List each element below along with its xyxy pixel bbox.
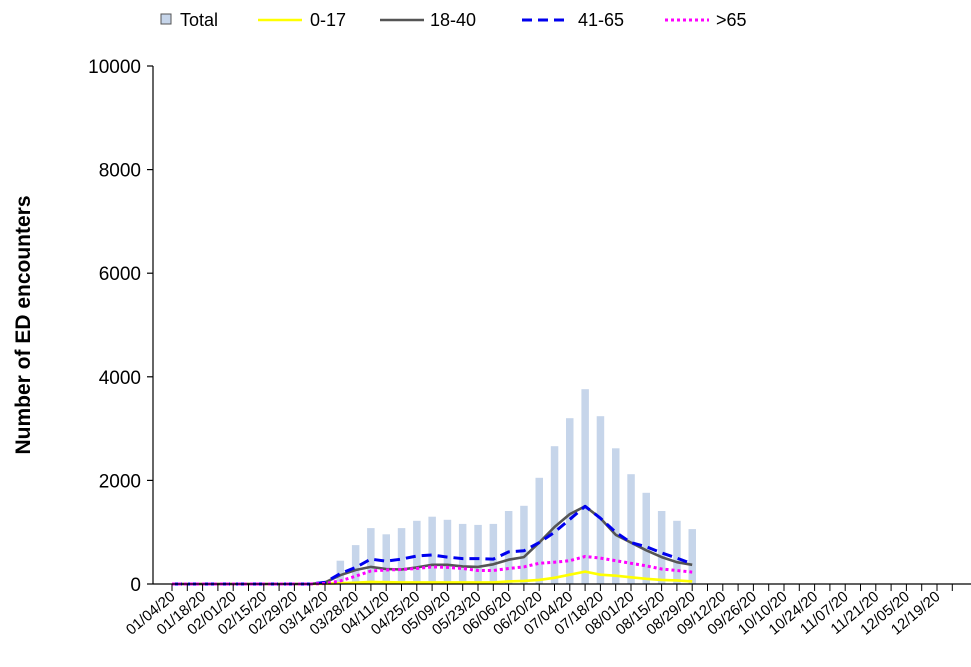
bar-total	[520, 505, 528, 584]
bar-total	[642, 492, 650, 584]
bar-total	[428, 516, 436, 584]
bar-total	[413, 520, 421, 584]
bar-total	[489, 523, 498, 584]
legend-swatch-total	[160, 13, 172, 25]
bar-total	[596, 416, 605, 584]
y-tick-label: 10000	[88, 57, 141, 78]
legend-label: >65	[716, 10, 747, 30]
bar-total	[382, 534, 390, 584]
bar-total	[397, 528, 406, 584]
legend-label: 18-40	[430, 10, 476, 30]
bar-total	[443, 519, 452, 584]
bar-total	[566, 418, 574, 584]
bar-total	[367, 528, 375, 584]
legend-label: 41-65	[578, 10, 624, 30]
y-tick-label: 2000	[99, 471, 141, 492]
legend-label: Total	[180, 10, 218, 30]
bar-total	[688, 529, 696, 584]
bar-total	[581, 389, 589, 584]
y-tick-label: 0	[130, 575, 141, 596]
y-tick-label: 8000	[99, 161, 141, 182]
bar-total	[474, 524, 482, 584]
y-ticks-group: 0 2000 4000 6000 8000 10000	[88, 57, 153, 596]
bar-total	[657, 511, 666, 584]
bars-group	[321, 389, 696, 584]
bar-total	[351, 545, 360, 584]
x-ticks-group: 01/04/2001/18/2002/01/2002/15/2002/29/20…	[123, 584, 953, 639]
bar-total	[612, 448, 620, 584]
legend: Total 0-17 18-40 41-65 >65	[160, 10, 747, 30]
y-tick-label: 6000	[99, 264, 141, 285]
bar-total	[627, 474, 635, 584]
y-tick-label: 4000	[99, 368, 141, 389]
bar-total	[550, 446, 559, 584]
y-axis-title: Number of ED encounters	[12, 195, 35, 454]
bar-total	[673, 520, 681, 584]
bar-total	[458, 523, 467, 584]
bar-total	[535, 477, 543, 584]
bar-total	[336, 560, 345, 584]
legend-label: 0-17	[310, 10, 346, 30]
bar-total	[504, 511, 513, 584]
axes-group	[152, 66, 971, 585]
